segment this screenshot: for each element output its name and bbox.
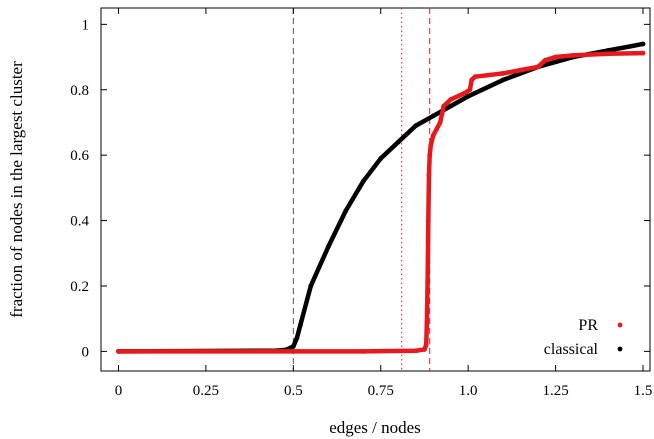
legend-marker: [617, 346, 623, 352]
series-line: [116, 41, 646, 354]
x-tick-label: 0.75: [368, 383, 394, 399]
axis-ticks: 0 0.25 0.5 0.75 1.0 1.25 1.5 0 0.2 0.4 0.6 0.8 1: [70, 8, 652, 399]
y-tick-label: 0.4: [70, 214, 89, 230]
data-point: [472, 74, 478, 80]
data-point: [428, 146, 433, 150]
data-point: [467, 87, 473, 93]
data-point: [395, 139, 401, 145]
data-point: [426, 214, 431, 218]
data-point: [432, 132, 436, 137]
data-point: [448, 103, 454, 109]
data-point: [425, 308, 429, 312]
data-point: [343, 208, 349, 214]
data-point: [437, 120, 443, 125]
data-point: [434, 126, 440, 132]
x-axis-title: edges / nodes: [329, 418, 421, 437]
y-tick-label: 0: [82, 344, 90, 360]
data-point: [360, 178, 366, 184]
y-tick-label: 0.8: [70, 83, 89, 99]
data-point: [424, 319, 430, 325]
data-point: [413, 123, 419, 129]
y-axis-title: fraction of nodes in the largest cluster: [7, 61, 26, 318]
data-point: [428, 150, 432, 154]
data-point: [469, 77, 475, 83]
legend-label: PR: [578, 317, 598, 334]
x-tick-label: 1.5: [634, 383, 653, 399]
y-tick-label: 0.6: [70, 148, 89, 164]
data-point: [570, 53, 576, 58]
data-point: [424, 340, 429, 345]
plot-frame: [100, 7, 651, 372]
legend-marker: [617, 322, 623, 328]
x-tick-label: 0: [115, 383, 123, 399]
data-point: [500, 71, 506, 76]
data-point: [605, 51, 611, 57]
series-line: [116, 50, 646, 354]
data-point: [425, 280, 431, 286]
data-point: [640, 41, 646, 47]
data-point: [297, 322, 303, 328]
data-point: [413, 348, 419, 354]
data-point: [422, 347, 427, 352]
y-tick-label: 1: [82, 17, 90, 33]
data-point: [325, 244, 331, 250]
data-point: [424, 327, 429, 331]
data-point: [290, 344, 296, 349]
data-point: [535, 64, 541, 70]
data-point: [430, 113, 436, 119]
series-classical: [116, 41, 646, 354]
data-point: [426, 249, 430, 254]
legend: PR classical: [544, 317, 623, 358]
reference-lines: [292, 8, 431, 371]
data-point: [360, 348, 366, 354]
data-point: [640, 50, 646, 56]
data-point: [294, 335, 300, 341]
x-tick-label: 1.25: [542, 383, 568, 399]
x-tick-label: 1.0: [459, 383, 478, 399]
data-point: [378, 156, 384, 161]
data-point: [116, 348, 121, 354]
series-pr: [116, 50, 646, 354]
data-point: [425, 284, 430, 289]
data-point: [500, 77, 506, 83]
x-tick-label: 0.25: [193, 383, 219, 399]
data-point: [426, 186, 431, 191]
data-point: [448, 97, 454, 102]
data-point: [465, 93, 471, 99]
data-point: [425, 218, 431, 223]
data-point: [553, 54, 558, 60]
series-layer: [116, 41, 646, 354]
data-point: [542, 57, 548, 63]
data-point: [462, 90, 468, 96]
data-point: [427, 167, 432, 171]
data-point: [426, 172, 432, 178]
data-point: [290, 348, 296, 354]
data-point: [424, 343, 428, 348]
data-point: [308, 283, 314, 289]
data-point: [441, 103, 447, 109]
y-tick-label: 0.2: [70, 279, 89, 295]
x-tick-label: 0.5: [284, 383, 303, 399]
legend-label: classical: [544, 341, 599, 358]
data-point: [518, 67, 524, 73]
data-point: [427, 155, 432, 159]
